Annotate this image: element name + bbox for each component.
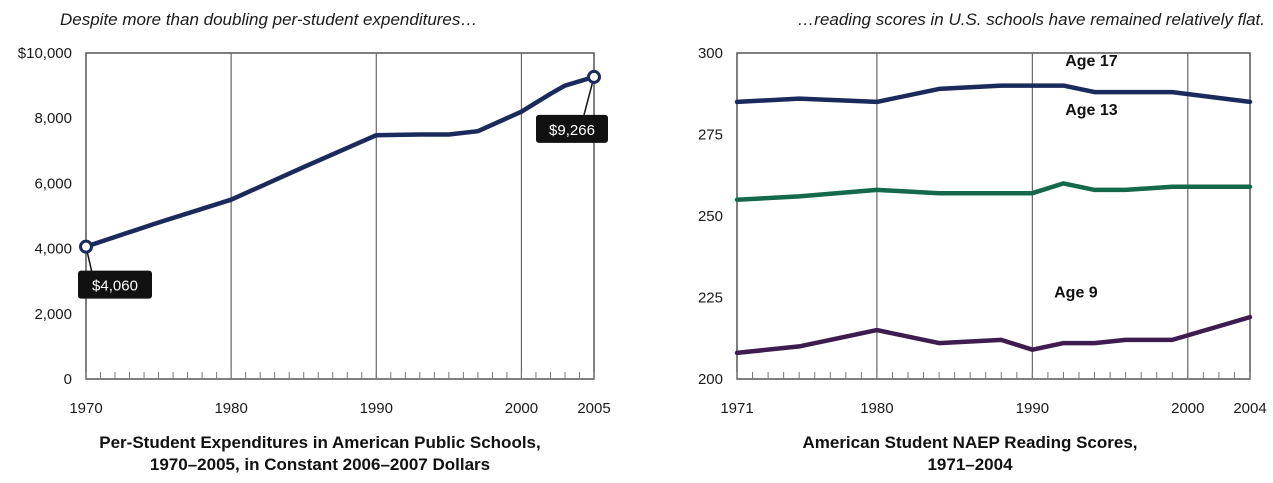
expenditures-plot-frame (85, 52, 595, 380)
expenditures-x-tick-label: 1990 (360, 400, 393, 417)
reading-scores-series-line-2 (734, 314, 1253, 356)
expenditures-callout-box (536, 114, 608, 143)
reading-scores-plot-frame (736, 52, 1251, 380)
reading-scores-x-tick-label: 2004 (1233, 400, 1266, 417)
expenditures-x-tick-label: 2005 (577, 400, 610, 417)
expenditures-data-marker (79, 239, 93, 254)
reading-scores-chart: 200 225 250 275 300 1971 1980 1990 2000 2004 Age 1… (698, 45, 1267, 417)
reading-scores-y-tick-label: 275 (698, 127, 723, 144)
expenditures-series-line-0 (83, 74, 597, 249)
expenditures-x-tick-label: 1970 (69, 400, 102, 417)
expenditures-chart-panel: Despite more than doubling per-student e… (18, 10, 611, 476)
reading-scores-x-tick-label: 1971 (720, 400, 753, 417)
expenditures-callout-label: $9,266 (549, 122, 595, 139)
reading-scores-series-line-1 (734, 181, 1253, 202)
reading-scores-chart-title-line-1: American Student NAEP Reading Scores, (802, 433, 1138, 452)
expenditures-chart-title-line-1: Per-Student Expenditures in American Pub… (99, 433, 541, 452)
expenditures-y-tick-label: 2,000 (34, 306, 72, 323)
reading-scores-x-tick-label: 2000 (1171, 400, 1204, 417)
reading-scores-y-tick-label: 300 (698, 45, 723, 62)
expenditures-y-tick-label: 6,000 (34, 175, 72, 192)
reading-scores-x-tick-label: 1980 (860, 400, 893, 417)
reading-scores-y-tick-label: 200 (698, 371, 723, 388)
expenditures-y-tick-label: 4,000 (34, 241, 72, 258)
expenditures-x-tick-label: 1980 (214, 400, 247, 417)
reading-scores-series-label: Age 13 (1065, 102, 1118, 119)
expenditures-data-marker (587, 69, 601, 84)
reading-scores-x-tick-label: 1990 (1016, 400, 1049, 417)
expenditures-chart-subtitle: Despite more than doubling per-student e… (60, 10, 478, 29)
expenditures-callout-label: $4,060 (92, 278, 138, 295)
expenditures-y-tick-label: 0 (64, 371, 72, 388)
reading-scores-y-tick-label: 250 (698, 208, 723, 225)
reading-scores-chart-title: American Student NAEP Reading Scores, 19… (730, 432, 1210, 476)
reading-scores-chart-title-line-2: 1971–2004 (927, 455, 1013, 474)
expenditures-x-tick-label: 2000 (505, 400, 538, 417)
expenditures-y-tick-label: $10,000 (18, 45, 72, 62)
reading-scores-chart-panel: …reading scores in U.S. schools have rem… (640, 0, 1273, 483)
expenditures-callout-box (78, 270, 152, 299)
reading-scores-chart-subtitle: …reading scores in U.S. schools have rem… (797, 10, 1265, 29)
expenditures-y-tick-label: 8,000 (34, 110, 72, 127)
expenditures-chart-title-line-2: 1970–2005, in Constant 2006–2007 Dollars (149, 455, 491, 474)
expenditures-chart: 0 2,000 4,000 6,000 8,000 $10,000 1970 1980 1990… (18, 45, 611, 417)
reading-scores-y-tick-label: 225 (698, 290, 723, 307)
reading-scores-series-line-0 (734, 83, 1253, 105)
expenditures-chart-title: Per-Student Expenditures in American Pub… (40, 432, 600, 476)
reading-scores-series-label: Age 9 (1054, 285, 1098, 302)
reading-scores-series-label: Age 17 (1065, 53, 1118, 70)
